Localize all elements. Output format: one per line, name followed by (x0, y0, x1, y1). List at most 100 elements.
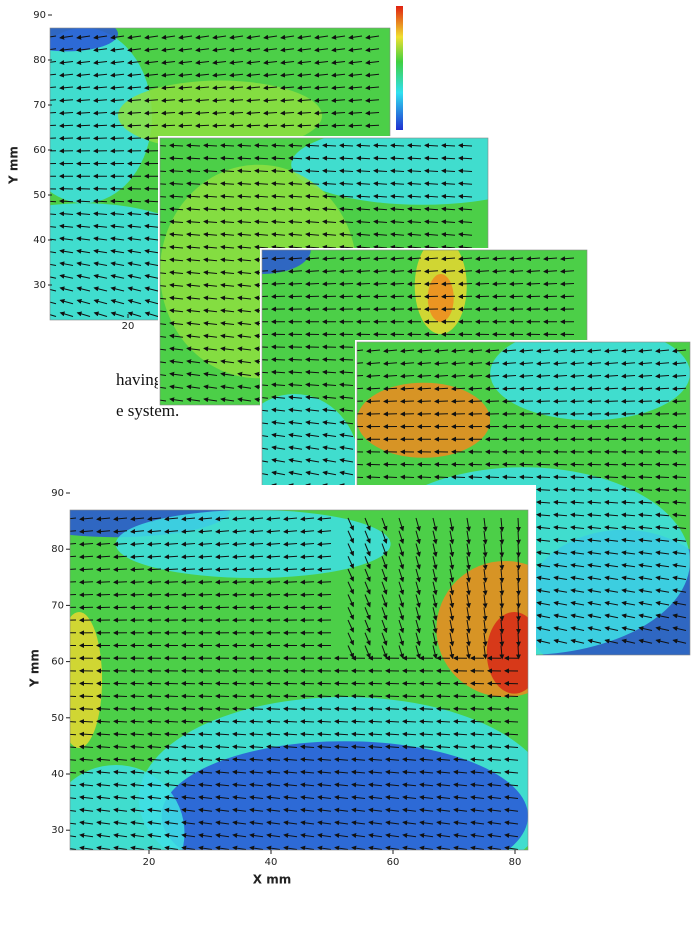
vector-arrow (518, 633, 519, 646)
vector-arrow (452, 477, 465, 478)
vector-arrow (518, 582, 519, 595)
vector-arrow (518, 556, 519, 569)
vector-arrow (230, 125, 243, 126)
vector-arrow (544, 284, 557, 285)
vector-arrow (306, 359, 319, 360)
vector-arrow (537, 401, 550, 402)
vector-arrow (476, 284, 489, 285)
vector-arrow (459, 284, 472, 285)
vector-arrow (425, 145, 438, 146)
vector-arrow (435, 388, 448, 389)
vector-arrow (255, 145, 268, 146)
vector-arrow (199, 709, 212, 710)
vector-arrow (505, 709, 518, 710)
vector-arrow (77, 125, 90, 126)
vector-arrow (639, 477, 652, 478)
vector-arrow (289, 284, 302, 285)
vector-arrow (469, 388, 482, 389)
vector-arrow (250, 582, 263, 583)
vector-arrow (284, 582, 297, 583)
vector-arrow (97, 709, 110, 710)
colorbar (396, 6, 403, 130)
vector-arrow (408, 145, 421, 146)
vector-arrow (357, 145, 370, 146)
vector-arrow (503, 401, 516, 402)
vector-arrow (418, 388, 431, 389)
vector-arrow (281, 125, 294, 126)
vector-arrow (408, 284, 421, 285)
vector-arrow (588, 388, 601, 389)
vector-arrow (332, 125, 345, 126)
y-tick-label: 40 (33, 235, 46, 246)
y-tick-label: 30 (33, 280, 46, 291)
vector-arrow (656, 388, 669, 389)
vector-arrow (442, 145, 455, 146)
vector-arrow (442, 284, 455, 285)
vector-arrow (340, 359, 353, 360)
vector-arrow (403, 709, 416, 710)
vector-arrow (284, 709, 297, 710)
vector-arrow (503, 477, 516, 478)
vector-arrow (401, 401, 414, 402)
y-tick-label: 50 (33, 190, 46, 201)
vector-arrow (128, 125, 141, 126)
y-tick-label: 40 (51, 769, 64, 780)
vector-arrow (247, 125, 260, 126)
field-contour (357, 383, 490, 458)
vector-arrow (366, 125, 379, 126)
vector-arrow (335, 709, 348, 710)
vector-arrow (238, 145, 251, 146)
vector-arrow (250, 709, 263, 710)
y-tick-label: 30 (51, 825, 64, 836)
vector-arrow (199, 582, 212, 583)
vector-arrow (673, 388, 686, 389)
vector-arrow (420, 709, 433, 710)
figure: having the e system. 9080706050403020Y m… (0, 0, 699, 946)
vector-arrow (471, 709, 484, 710)
vector-arrow (605, 401, 618, 402)
vector-arrow (554, 388, 567, 389)
vector-arrow (518, 607, 519, 620)
vector-arrow (437, 709, 450, 710)
vector-arrow (301, 582, 314, 583)
vector-arrow (216, 582, 229, 583)
vector-arrow (94, 125, 107, 126)
vector-arrow (182, 582, 195, 583)
vector-arrow (298, 125, 311, 126)
vector-arrow (401, 477, 414, 478)
y-tick-label: 80 (33, 55, 46, 66)
vector-arrow (323, 359, 336, 360)
vector-arrow (196, 125, 209, 126)
vector-arrow (80, 582, 93, 583)
y-tick-label: 90 (33, 10, 46, 21)
vector-arrow (554, 401, 567, 402)
vector-arrow (486, 388, 499, 389)
vector-arrow (435, 477, 448, 478)
vector-arrow (170, 145, 183, 146)
vector-arrow (267, 709, 280, 710)
vector-arrow (656, 401, 669, 402)
vector-arrow (384, 401, 397, 402)
vector-arrow (561, 284, 574, 285)
y-tick-label: 80 (51, 544, 64, 555)
vector-arrow (605, 388, 618, 389)
y-axis-label: Y mm (7, 146, 21, 185)
vector-arrow (435, 401, 448, 402)
vector-arrow (622, 388, 635, 389)
vector-arrow (518, 595, 519, 608)
vector-arrow (656, 477, 669, 478)
vector-arrow (367, 388, 380, 389)
vector-arrow (267, 582, 280, 583)
vector-arrow (306, 284, 319, 285)
y-tick-label: 60 (33, 145, 46, 156)
vector-arrow (114, 709, 127, 710)
vector-arrow (131, 709, 144, 710)
vector-arrow (111, 125, 124, 126)
vector-arrow (554, 477, 567, 478)
vector-arrow (264, 125, 277, 126)
vector-arrow (571, 401, 584, 402)
vector-arrow (233, 709, 246, 710)
vector-arrow (401, 388, 414, 389)
vector-arrow (182, 709, 195, 710)
vector-arrow (452, 388, 465, 389)
